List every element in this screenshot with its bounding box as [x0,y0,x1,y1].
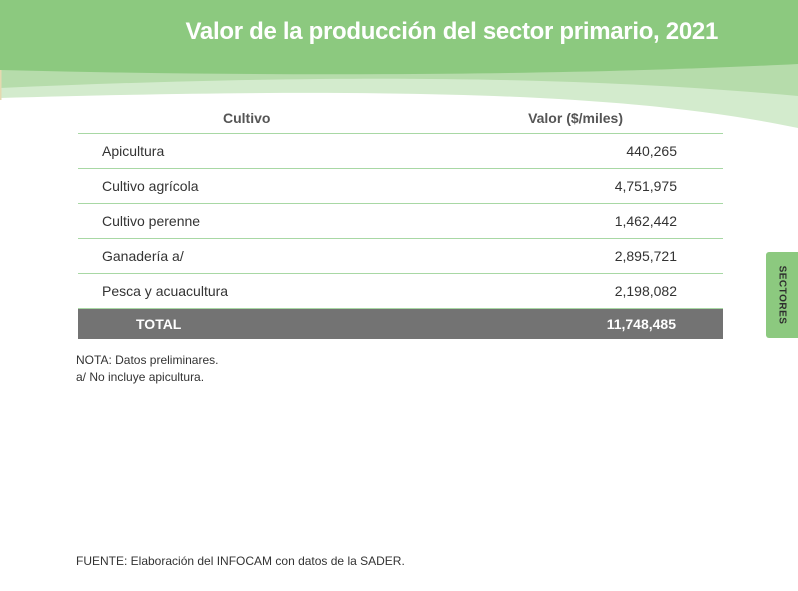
source-note: FUENTE: Elaboración del INFOCAM con dato… [76,554,405,568]
row-value: 2,198,082 [398,273,723,309]
page-title: Valor de la producción del sector primar… [185,18,719,45]
banner-base [0,0,798,75]
column-header-valor: Valor ($/miles) [398,103,723,134]
table-notes: NOTA: Datos preliminares. a/ No incluye … [76,352,218,386]
table-row: Pesca y acuacultura 2,198,082 [78,273,723,309]
row-name: Pesca y acuacultura [78,273,399,309]
total-row: TOTAL 11,748,485 [78,308,723,339]
note-apicultura: a/ No incluye apicultura. [76,370,205,384]
row-name: Cultivo agrícola [78,168,399,204]
row-name: Cultivo perenne [78,203,399,239]
header-banner [0,0,798,128]
row-value: 440,265 [398,133,723,169]
table-row: Cultivo agrícola 4,751,975 [78,168,723,204]
note-preliminary: NOTA: Datos preliminares. [76,353,219,367]
row-name: Ganadería a/ [78,238,399,274]
row-value: 4,751,975 [398,168,723,204]
row-value: 1,462,442 [398,203,723,239]
table-row: Apicultura 440,265 [78,133,723,169]
table-header-row: Cultivo Valor ($/miles) [78,103,723,134]
sectores-side-tab[interactable]: SECTORES [766,252,798,338]
total-label: TOTAL [78,308,399,339]
column-header-cultivo: Cultivo [78,103,399,134]
table-row: Ganadería a/ 2,895,721 [78,238,723,274]
row-name: Apicultura [78,133,399,169]
row-value: 2,895,721 [398,238,723,274]
total-value: 11,748,485 [398,308,723,339]
production-table: Cultivo Valor ($/miles) Apicultura 440,2… [78,103,723,339]
table-row: Cultivo perenne 1,462,442 [78,203,723,239]
side-tab-label: SECTORES [776,265,788,325]
